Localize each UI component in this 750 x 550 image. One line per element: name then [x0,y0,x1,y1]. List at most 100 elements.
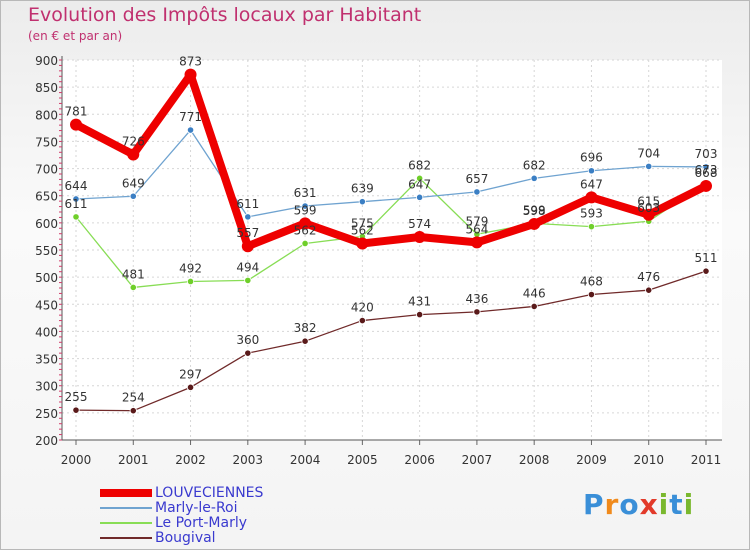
data-label-louveciennes: 647 [580,177,603,191]
data-label-louveciennes: 668 [695,166,718,180]
data-point-marly-le-roi [530,174,538,182]
x-tick-label: 2009 [576,453,607,467]
data-label-bougival: 446 [523,286,546,300]
data-point-louveciennes [184,68,197,81]
data-point-le-port-marly [587,223,596,231]
data-point-louveciennes [700,179,712,192]
data-label-marly-le-roi: 704 [637,146,660,160]
data-label-le-port-marly: 494 [236,260,259,274]
data-point-marly-le-roi [244,213,252,221]
data-label-bougival: 436 [465,292,488,306]
data-point-le-port-marly [244,276,252,284]
proxiti-logo: Proxiti [583,488,694,521]
y-tick-label: 900 [35,54,58,68]
chart-subtitle: (en € et par an) [28,29,123,43]
data-point-louveciennes [470,236,483,249]
data-label-le-port-marly: 603 [637,201,660,215]
logo-letter: t [669,488,684,521]
data-point-marly-le-roi [129,192,137,200]
data-point-marly-le-roi [702,163,710,171]
data-point-louveciennes [528,217,541,230]
legend-item-le-port-marly: Le Port-Marly [100,516,247,530]
logo-letter: x [639,488,659,521]
legend-item-marly-le-roi: Marly-le-Roi [100,501,238,515]
y-tick-label: 500 [35,271,58,285]
y-tick-label: 250 [35,407,58,421]
data-point-louveciennes [642,208,655,221]
data-label-louveciennes: 574 [408,217,431,231]
data-label-le-port-marly: 599 [523,203,546,217]
data-point-bougival [244,349,252,357]
series-line-le-port-marly [75,177,707,289]
data-point-le-port-marly [72,213,80,221]
logo-letter: i [658,488,670,521]
x-tick-label: 2001 [118,453,149,467]
logo-letter: i [683,488,695,521]
data-point-louveciennes [413,230,426,243]
data-label-marly-le-roi: 703 [695,147,718,161]
data-label-le-port-marly: 562 [294,223,317,237]
data-point-marly-le-roi [587,167,596,175]
x-tick-label: 2008 [519,453,550,467]
x-tick-label: 2010 [633,453,664,467]
data-point-bougival [301,337,309,345]
data-point-bougival [530,302,538,311]
data-label-le-port-marly: 481 [122,267,145,281]
y-tick-label: 800 [35,108,58,122]
series-line-louveciennes [74,70,708,251]
data-label-louveciennes: 781 [65,105,88,119]
data-label-bougival: 255 [65,390,88,404]
logo-letter: P [583,488,605,521]
data-point-marly-le-roi [72,195,80,203]
y-tick-label: 400 [35,325,58,339]
data-label-louveciennes: 564 [465,222,488,236]
data-point-bougival [358,316,366,325]
grid [62,59,722,441]
data-point-louveciennes [70,118,82,131]
y-tick-label: 700 [35,163,58,177]
data-label-marly-le-roi: 696 [580,151,603,165]
x-tick-label: 2000 [61,453,92,467]
data-label-marly-le-roi: 771 [179,110,202,124]
x-tick-label: 2006 [404,453,435,467]
y-tick-label: 600 [35,217,58,231]
legend-item-louveciennes: LOUVECIENNES [100,486,263,500]
y-tick-label: 300 [35,380,58,394]
x-tick-label: 2002 [175,453,206,467]
data-label-louveciennes: 599 [294,203,317,217]
data-point-marly-le-roi [416,193,424,201]
data-label-louveciennes: 615 [637,195,660,209]
data-label-louveciennes: 557 [236,226,259,240]
y-tick-label: 200 [35,434,58,448]
data-label-marly-le-roi: 631 [294,186,317,200]
data-point-bougival [129,407,137,415]
data-label-louveciennes: 726 [122,134,145,148]
data-point-le-port-marly [129,283,137,292]
data-label-le-port-marly: 611 [65,197,88,211]
data-point-louveciennes [299,217,312,230]
data-label-louveciennes: 598 [523,204,546,218]
data-label-louveciennes: 562 [351,223,374,237]
data-label-le-port-marly: 593 [580,207,603,221]
data-label-bougival: 476 [637,270,660,284]
data-label-bougival: 297 [179,367,202,381]
x-tick-label: 2004 [290,453,321,467]
series-line-bougival [75,270,707,412]
data-label-marly-le-roi: 682 [523,158,546,172]
data-point-le-port-marly [416,174,424,182]
data-point-bougival [587,290,596,299]
series-line-marly-le-roi [75,129,707,218]
data-label-bougival: 511 [695,251,718,265]
data-point-marly-le-roi [473,188,481,196]
logo-letter: r [604,488,620,521]
data-label-bougival: 431 [408,295,431,309]
data-label-le-port-marly: 492 [179,261,202,275]
chart-title: Evolution des Impôts locaux par Habitant [28,4,422,26]
data-label-marly-le-roi: 639 [351,182,374,196]
x-tick-label: 2005 [347,453,378,467]
data-point-marly-le-roi [301,202,309,210]
legend-swatch-bougival [100,537,152,539]
data-label-le-port-marly: 575 [351,216,374,230]
data-point-louveciennes [241,240,254,253]
legend-swatch-le-port-marly [100,522,152,524]
